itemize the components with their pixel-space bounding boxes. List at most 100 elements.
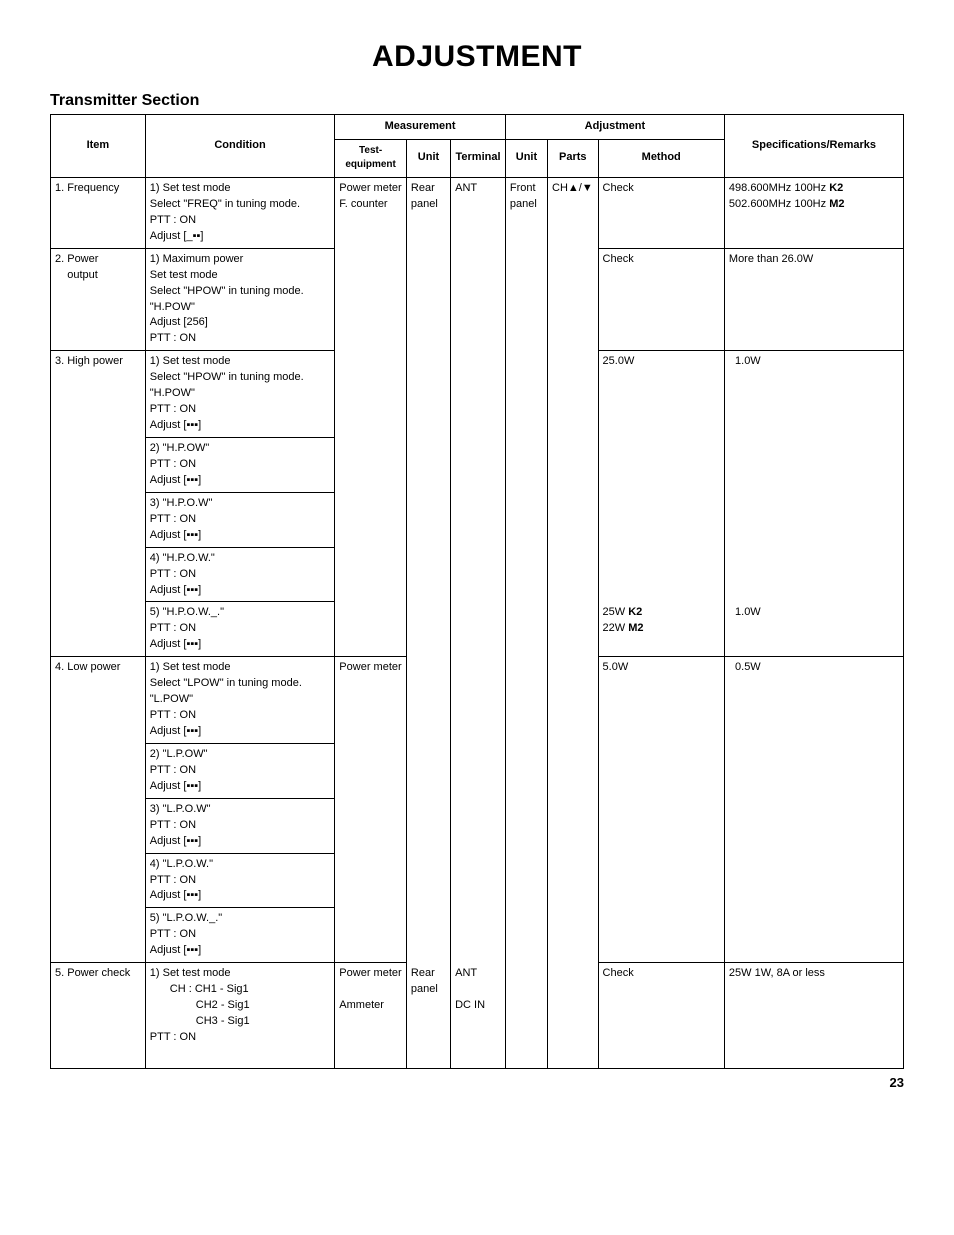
cell-empty [451,492,506,547]
cell-condition: 2) "L.P.OW" PTT : ON Adjust [▪▪▪] [145,743,335,798]
table-row: 2. Power output 1) Maximum power Set tes… [51,248,904,351]
cell-spec: 0.5W [724,657,903,744]
th-item: Item [51,115,146,178]
method-line: 22W [603,622,629,634]
cell-condition: 2) "H.P.OW" PTT : ON Adjust [▪▪▪] [145,438,335,493]
cell-empty [548,248,599,351]
cell-method: Check [598,248,724,351]
cell-empty [548,492,599,547]
cell-empty [451,438,506,493]
cell-empty [505,853,547,908]
cell-item: 5. Power check [51,963,146,1069]
cell-empty [598,492,724,547]
cell-empty [505,908,547,963]
cell-empty [51,547,146,602]
cell-method: 5.0W [598,657,724,744]
page-title: ADJUSTMENT [50,40,904,74]
cell-test-equipment: Power meter F. counter [335,177,407,248]
method-bold: K2 [628,606,642,618]
cell-condition: 5) "H.P.O.W._." PTT : ON Adjust [▪▪▪] [145,602,335,657]
cell-condition: 5) "L.P.O.W._." PTT : ON Adjust [▪▪▪] [145,908,335,963]
cell-spec: 1.0W [724,351,903,438]
cell-condition: 3) "L.P.O.W" PTT : ON Adjust [▪▪▪] [145,798,335,853]
cell-condition: 1) Set test mode CH : CH1 - Sig1 CH2 - S… [145,963,335,1069]
th-spec: Specifications/Remarks [724,115,903,178]
cell-empty [505,351,547,438]
cell-empty [406,351,450,438]
cell-empty [724,547,903,602]
cond-line: 1) Set test mode [150,967,231,979]
th-test-equipment: Test- equipment [335,139,407,177]
cell-parts: CH▲/▼ [548,177,599,248]
cell-empty [335,602,407,657]
cell-empty [548,853,599,908]
cell-empty [406,908,450,963]
section-title: Transmitter Section [50,92,904,110]
th-condition: Condition [145,115,335,178]
cell-empty [724,908,903,963]
table-row: 2) "H.P.OW" PTT : ON Adjust [▪▪▪] [51,438,904,493]
cell-method: Check [598,177,724,248]
cell-empty [451,248,506,351]
table-row: 5) "L.P.O.W._." PTT : ON Adjust [▪▪▪] [51,908,904,963]
cell-empty [51,853,146,908]
cell-empty [51,438,146,493]
cell-method: Check [598,963,724,1069]
cell-item: 1. Frequency [51,177,146,248]
cell-empty [724,853,903,908]
th-terminal: Terminal [451,139,506,177]
cell-empty [598,547,724,602]
cell-empty [724,743,903,798]
th-method: Method [598,139,724,177]
cell-empty [724,438,903,493]
cell-empty [505,438,547,493]
cell-unit: Front panel [505,177,547,248]
method-bold: M2 [628,622,643,634]
cell-empty [505,492,547,547]
table-row: 5) "H.P.O.W._." PTT : ON Adjust [▪▪▪] 25… [51,602,904,657]
cell-item: 4. Low power [51,657,146,744]
spec-bold: M2 [829,198,844,210]
cell-empty [406,492,450,547]
cell-empty [548,657,599,744]
cell-empty [451,798,506,853]
cell-empty [406,798,450,853]
cell-empty [451,547,506,602]
cell-empty [598,798,724,853]
cell-empty [598,438,724,493]
cell-empty [451,602,506,657]
cell-empty [548,547,599,602]
cell-empty [548,743,599,798]
cell-empty [335,547,407,602]
cell-empty [406,743,450,798]
table-row: 5. Power check 1) Set test mode CH : CH1… [51,963,904,1069]
cell-empty [406,248,450,351]
cell-unit: Rear panel [406,177,450,248]
cell-empty [451,853,506,908]
adjustment-table: Item Condition Measurement Adjustment Sp… [50,114,904,1069]
cell-empty [505,963,547,1069]
spec-line: 502.600MHz 100Hz [729,198,829,210]
spec-line: 498.600MHz 100Hz [729,182,829,194]
cell-empty [335,438,407,493]
cond-line: CH : CH1 - Sig1 [150,982,331,998]
cell-empty [335,908,407,963]
cell-empty [548,908,599,963]
cell-empty [724,798,903,853]
cell-empty [505,743,547,798]
cond-line: CH3 - Sig1 [150,1014,331,1030]
cell-empty [51,492,146,547]
cell-empty [451,743,506,798]
table-row: 4. Low power 1) Set test mode Select "LP… [51,657,904,744]
cell-condition: 4) "H.P.O.W." PTT : ON Adjust [▪▪▪] [145,547,335,602]
cell-empty [548,602,599,657]
table-row: 2) "L.P.OW" PTT : ON Adjust [▪▪▪] [51,743,904,798]
cond-line: CH2 - Sig1 [150,998,331,1014]
cell-empty [51,602,146,657]
cell-test-equipment: Power meter [335,657,407,744]
cell-empty [505,547,547,602]
cell-empty [548,438,599,493]
spec-bold: K2 [829,182,843,194]
cell-empty [548,798,599,853]
cell-spec: 498.600MHz 100Hz K2 502.600MHz 100Hz M2 [724,177,903,248]
